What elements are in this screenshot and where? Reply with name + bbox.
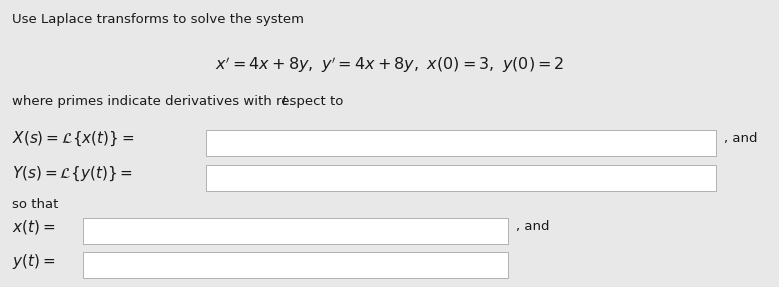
- FancyBboxPatch shape: [83, 218, 508, 243]
- Text: $y(t) =$: $y(t) =$: [12, 252, 55, 271]
- Text: Use Laplace transforms to solve the system: Use Laplace transforms to solve the syst…: [12, 13, 304, 26]
- Text: $x(t) =$: $x(t) =$: [12, 218, 55, 236]
- Text: , and: , and: [516, 220, 549, 233]
- Text: $X(s) = \mathcal{L}\{x(t)\} =$: $X(s) = \mathcal{L}\{x(t)\} =$: [12, 130, 135, 148]
- Text: , and: , and: [724, 132, 757, 145]
- Text: $Y(s) = \mathcal{L}\{y(t)\} =$: $Y(s) = \mathcal{L}\{y(t)\} =$: [12, 165, 133, 183]
- Text: .: .: [288, 95, 293, 108]
- Text: so that: so that: [12, 198, 58, 211]
- FancyBboxPatch shape: [206, 130, 716, 156]
- Text: t: t: [281, 95, 287, 108]
- Text: where primes indicate derivatives with respect to: where primes indicate derivatives with r…: [12, 95, 347, 108]
- FancyBboxPatch shape: [83, 252, 508, 278]
- FancyBboxPatch shape: [206, 165, 716, 191]
- Text: $x' = 4x + 8y,\ y' = 4x + 8y,\ x(0) = 3,\ y(0) = 2$: $x' = 4x + 8y,\ y' = 4x + 8y,\ x(0) = 3,…: [215, 55, 564, 75]
